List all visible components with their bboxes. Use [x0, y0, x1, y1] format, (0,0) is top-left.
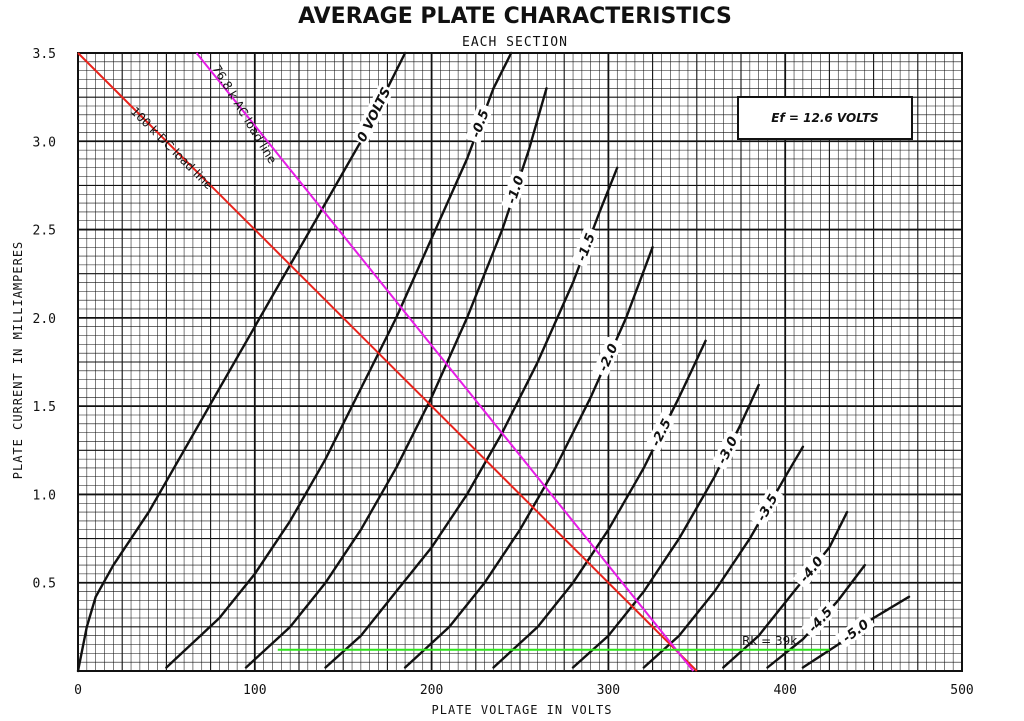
x-tick-label: 300 [597, 683, 620, 698]
curve-label-background [835, 612, 876, 649]
dc-load-line-label: 100 k DC load line [128, 104, 216, 192]
x-tick-label: 500 [950, 683, 973, 698]
curve-label-background [711, 429, 743, 471]
curve-label-background [792, 549, 830, 589]
filament-box-frame [737, 96, 913, 140]
curve-label-background [571, 226, 600, 268]
y-tick-label: 1.5 [33, 400, 56, 415]
y-tick-label: 3.5 [33, 47, 56, 62]
load-line [195, 52, 695, 672]
curve-label-background [465, 102, 494, 144]
curve-label-background [501, 168, 529, 211]
x-tick-label: 400 [773, 683, 796, 698]
y-tick-label: 2.0 [33, 312, 56, 327]
filament-voltage-box: Ef = 12.6 VOLTS [737, 96, 913, 140]
plate-curve [492, 339, 707, 669]
curve-label-background [592, 336, 623, 378]
curve-label: -1.0 [504, 174, 527, 206]
plate-curve [722, 510, 849, 669]
grid [77, 52, 963, 672]
curve-label-background [801, 599, 839, 639]
curve-label-group: -3.5 [750, 486, 784, 528]
curve-labels: 0 VOLTS -0.5-1.0-1.5-2.0-2.5-3.0-3.5-4.0-… [352, 83, 876, 649]
y-axis-label: PLATE CURRENT IN MILLIAMPERES [11, 241, 25, 480]
chart-subtitle: EACH SECTION [462, 35, 568, 50]
plate-curve [165, 51, 513, 669]
curve-label-group: -1.0 [501, 168, 529, 211]
chart-title: AVERAGE PLATE CHARACTERISTICS [298, 4, 732, 29]
y-tick-label: 3.0 [33, 135, 56, 150]
y-tick-label: 2.5 [33, 224, 56, 239]
plate-curve [571, 383, 760, 669]
plate-curve [642, 445, 805, 669]
x-tick-label: 200 [420, 683, 443, 698]
curve-label: -2.0 [596, 342, 621, 374]
curve-label-background [644, 411, 677, 453]
curve-label-background [352, 83, 395, 146]
y-tick-label: 1.0 [33, 488, 56, 503]
plot-frame [77, 52, 963, 672]
filament-voltage-label: Ef = 12.6 VOLTS [771, 111, 878, 125]
plate-curve [324, 166, 619, 669]
axis-ticks: 0 100 200 300 400 500 0.5 1.0 1.5 2.0 2.5 3.0 3.5 [33, 47, 974, 698]
load-line [77, 52, 698, 672]
plate-curve [403, 246, 654, 669]
curve-label-background [750, 486, 784, 528]
curve-label-group: -2.0 [592, 336, 623, 378]
x-tick-label: 0 [74, 683, 82, 698]
rk-label: Rk = 39k [742, 634, 797, 648]
x-axis-label: PLATE VOLTAGE IN VOLTS [432, 703, 613, 717]
ac-load-line-label: 76.8 k AC load line [209, 62, 279, 166]
x-tick-label: 100 [243, 683, 266, 698]
y-tick-label: 0.5 [33, 577, 56, 592]
load-lines [77, 52, 830, 672]
